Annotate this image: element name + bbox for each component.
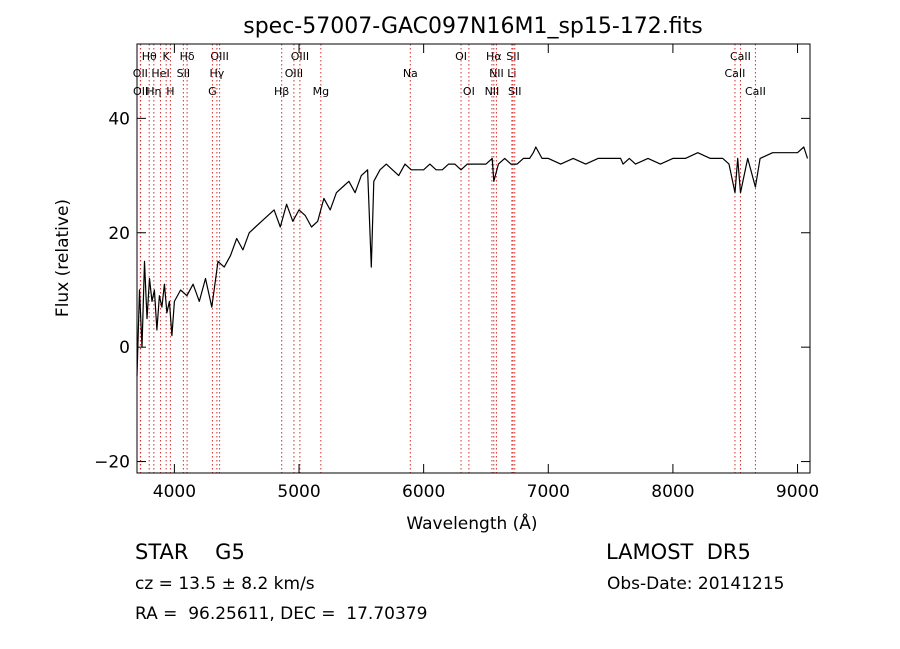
line-marker-label-8: CaII — [730, 50, 751, 63]
line-marker-label-2: Hδ — [180, 50, 195, 63]
line-marker-label-20: H — [166, 85, 174, 98]
plot-frame — [136, 43, 811, 474]
line-marker-label-0: Hθ — [142, 50, 157, 63]
axes: 4000 5000 6000 7000 8000 9000 −20 0 20 40 — [94, 44, 819, 502]
line-marker-label-21: G — [208, 85, 217, 98]
line-marker-label-12: Hγ — [209, 67, 224, 80]
survey-name: LAMOST DR5 — [606, 540, 751, 564]
line-marker-label-5: OI — [455, 50, 467, 63]
line-marker-label-22: Hβ — [274, 85, 289, 98]
x-tick-label-3: 7000 — [527, 482, 570, 502]
coordinates: RA = 96.25611, DEC = 17.70379 — [135, 604, 428, 624]
spectrum-line — [136, 146, 809, 376]
line-marker-label-11: SII — [177, 67, 190, 80]
y-tick-label-0: −20 — [94, 453, 130, 473]
x-tick-label-2: 6000 — [402, 482, 445, 502]
line-marker-label-23: Mg — [313, 85, 329, 98]
object-class: STAR G5 — [135, 540, 245, 564]
y-tick-label-3: 40 — [108, 109, 130, 129]
x-tick-label-4: 8000 — [651, 482, 694, 502]
line-marker-label-7: SII — [506, 50, 519, 63]
x-tick-label-5: 9000 — [776, 482, 819, 502]
line-marker-label-10: HeI — [151, 67, 169, 80]
y-tick-label-2: 20 — [108, 224, 130, 244]
line-marker-label-24: OI — [463, 85, 475, 98]
spectrum-trace — [136, 146, 809, 376]
line-marker-label-6: Hα — [486, 50, 502, 63]
x-axis-label: Wavelength (Å) — [406, 512, 537, 534]
observation-date: Obs-Date: 20141215 — [607, 574, 785, 594]
line-marker-label-17: CaII — [725, 67, 746, 80]
redshift-value: cz = 13.5 ± 8.2 km/s — [135, 574, 315, 594]
line-marker-label-25: NII — [485, 85, 500, 98]
line-marker-label-19: Hη — [146, 85, 161, 98]
line-marker-label-4: OIII — [291, 50, 309, 63]
y-axis-label: Flux (relative) — [53, 199, 73, 317]
line-marker-label-15: NII — [489, 67, 504, 80]
line-marker-label-14: Na — [403, 67, 418, 80]
line-marker-label-26: SII — [508, 85, 521, 98]
line-marker-label-13: OIII — [285, 67, 303, 80]
line-marker-label-27: CaII — [745, 85, 766, 98]
line-marker-label-3: OIII — [210, 50, 228, 63]
x-tick-label-0: 4000 — [153, 482, 196, 502]
line-marker-label-1: K — [163, 50, 171, 63]
line-marker-label-16: Li — [507, 67, 516, 80]
y-tick-label-1: 0 — [119, 338, 130, 358]
x-tick-label-1: 5000 — [277, 482, 320, 502]
chart-title: spec-57007-GAC097N16M1_sp15-172.fits — [243, 14, 703, 39]
